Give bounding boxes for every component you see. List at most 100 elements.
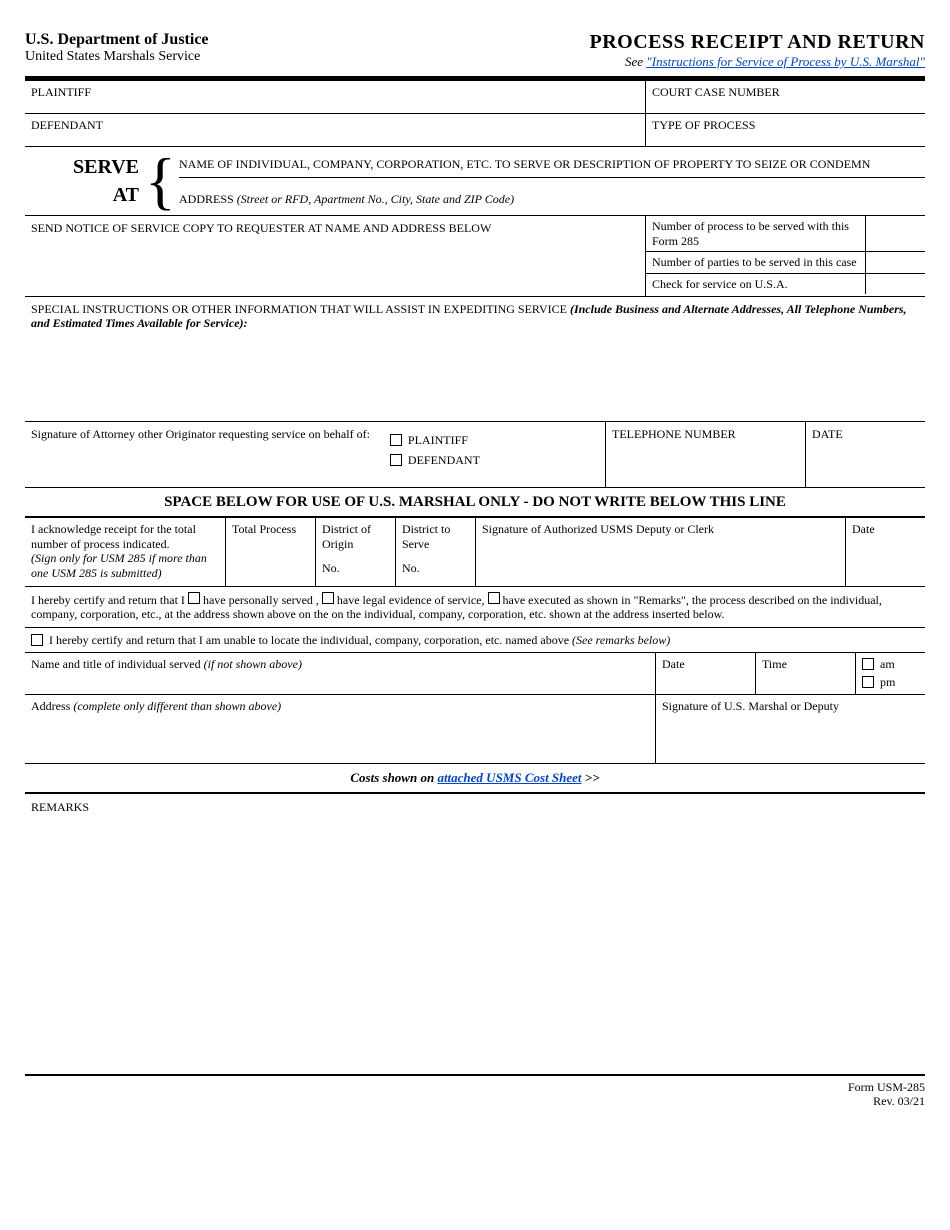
certify-row-2: I hereby certify and return that I am un… [25,628,925,653]
ack-row: I acknowledge receipt for the total numb… [25,518,925,586]
sig-attorney-cell[interactable]: Signature of Attorney other Originator r… [25,422,605,488]
check-service-val[interactable] [865,274,925,294]
ack-date-cell[interactable]: Date [845,518,925,585]
ack-text2: (Sign only for USM 285 if more than one … [31,551,207,579]
remarks-label: REMARKS [31,800,89,814]
ampm-cell: am pm [855,653,925,694]
serve-at-block: SERVE AT { NAME OF INDIVIDUAL, COMPANY, … [25,147,925,216]
signature-row: Signature of Attorney other Originator r… [25,422,925,489]
ack-text1: I acknowledge receipt for the total numb… [31,522,196,550]
special-instructions[interactable]: SPECIAL INSTRUCTIONS OR OTHER INFORMATIO… [25,297,925,422]
marshal-band: SPACE BELOW FOR USE OF U.S. MARSHAL ONLY… [25,488,925,518]
header: U.S. Department of Justice United States… [25,30,925,70]
date2-label: Date [852,522,875,536]
num-process-label: Number of process to be served with this… [652,219,859,248]
header-right: PROCESS RECEIPT AND RETURN See "Instruct… [590,30,925,70]
name-individual-line[interactable] [179,174,925,178]
sig-marshal-label: Signature of U.S. Marshal or Deputy [662,699,839,713]
notice-row: SEND NOTICE OF SERVICE COPY TO REQUESTER… [25,216,925,296]
plaintiff-cell[interactable]: PLAINTIFF [25,81,645,113]
send-notice-label: SEND NOTICE OF SERVICE COPY TO REQUESTER… [31,221,491,235]
total-process-cell[interactable]: Total Process [225,518,315,585]
address-row: Address (complete only different than sh… [25,695,925,764]
district-origin-cell[interactable]: District of Origin No. [315,518,395,585]
no-label-1: No. [322,561,340,575]
checkbox-icon[interactable] [188,592,200,604]
num-parties-val[interactable] [865,252,925,272]
defendant-checkbox[interactable]: DEFENDANT [390,453,480,467]
rev-date: Rev. 03/21 [873,1094,925,1108]
see-prefix: See [625,54,646,69]
sig-attorney-label: Signature of Attorney other Originator r… [31,427,370,468]
addr-complete-ital: (complete only different than shown abov… [73,699,281,713]
brace-icon: { [145,153,173,209]
cert-opt2: have legal evidence of service, [334,593,488,607]
remarks-area[interactable]: REMARKS [25,794,925,1074]
send-notice-cell[interactable]: SEND NOTICE OF SERVICE COPY TO REQUESTER… [25,216,645,295]
footer: Form USM-285 Rev. 03/21 [25,1076,925,1109]
costs-suffix: >> [582,770,600,785]
name-served-cell[interactable]: Name and title of individual served (if … [25,653,655,694]
agency-name: United States Marshals Service [25,49,209,66]
row-defendant: DEFENDANT TYPE OF PROCESS [25,114,925,147]
address-line: ADDRESS (Street or RFD, Apartment No., C… [179,188,925,208]
am-checkbox[interactable]: am [862,657,919,671]
check-service-cell: Check for service on U.S.A. [646,274,925,294]
checkbox-icon[interactable] [322,592,334,604]
defendant-chk-label: DEFENDANT [408,453,480,467]
date-cell[interactable]: DATE [805,422,925,488]
num-parties-cell: Number of parties to be served in this c… [646,252,925,273]
see-instructions: See "Instructions for Service of Process… [590,54,925,70]
date-label: DATE [812,427,843,441]
served-row: Name and title of individual served (if … [25,653,925,695]
form-number: Form USM-285 [848,1080,925,1094]
cost-sheet-link[interactable]: attached USMS Cost Sheet [437,770,581,785]
serve-at-text: SERVE AT [73,153,139,209]
sig-deputy-cell[interactable]: Signature of Authorized USMS Deputy or C… [475,518,845,585]
costs-line: Costs shown on attached USMS Cost Sheet … [25,764,925,794]
sig-deputy-label: Signature of Authorized USMS Deputy or C… [482,522,714,536]
sig-marshal-cell[interactable]: Signature of U.S. Marshal or Deputy [655,695,925,763]
time-label: Time [762,657,787,671]
date3-cell[interactable]: Date [655,653,755,694]
no-label-2: No. [402,561,420,575]
plaintiff-checkbox[interactable]: PLAINTIFF [390,433,480,447]
plaintiff-chk-label: PLAINTIFF [408,433,468,447]
num-process-cell: Number of process to be served with this… [646,216,925,252]
type-process-label: TYPE OF PROCESS [652,118,919,132]
addr-complete-cell[interactable]: Address (complete only different than sh… [25,695,655,763]
at-label: AT [113,184,139,206]
total-process-label: Total Process [232,522,296,536]
form-title: PROCESS RECEIPT AND RETURN [590,30,925,54]
district-serve-cell[interactable]: District to Serve No. [395,518,475,585]
pm-checkbox[interactable]: pm [862,675,919,689]
address-label: ADDRESS [179,192,234,206]
court-case-cell[interactable]: COURT CASE NUMBER [645,81,925,113]
header-left: U.S. Department of Justice United States… [25,30,209,66]
special-label: SPECIAL INSTRUCTIONS OR OTHER INFORMATIO… [31,302,570,316]
address-hint: (Street or RFD, Apartment No., City, Sta… [237,192,514,206]
serve-right: NAME OF INDIVIDUAL, COMPANY, CORPORATION… [173,153,925,209]
num-parties-label: Number of parties to be served in this c… [652,255,859,269]
instructions-link[interactable]: "Instructions for Service of Process by … [646,54,925,69]
checkbox-icon[interactable] [31,634,43,646]
name-served-ital: (if not shown above) [204,657,302,671]
telephone-cell[interactable]: TELEPHONE NUMBER [605,422,805,488]
time-cell[interactable]: Time [755,653,855,694]
sig-checks: PLAINTIFF DEFENDANT [370,433,480,468]
checkbox-icon [862,658,874,670]
pm-label: pm [880,675,895,689]
date3-label: Date [662,657,685,671]
num-process-val[interactable] [865,216,925,251]
cert2-text-wrap: I hereby certify and return that I am un… [49,633,670,647]
defendant-cell[interactable]: DEFENDANT [25,114,645,146]
cert2-text: I hereby certify and return that I am un… [49,633,572,647]
district-serve-label: District to Serve [402,522,450,550]
district-origin-label: District of Origin [322,522,371,550]
am-label: am [880,657,895,671]
ack-text-cell: I acknowledge receipt for the total numb… [25,518,225,585]
serve-at-left: SERVE AT [25,153,145,209]
court-case-label: COURT CASE NUMBER [652,85,919,99]
type-process-cell[interactable]: TYPE OF PROCESS [645,114,925,146]
checkbox-icon[interactable] [488,592,500,604]
